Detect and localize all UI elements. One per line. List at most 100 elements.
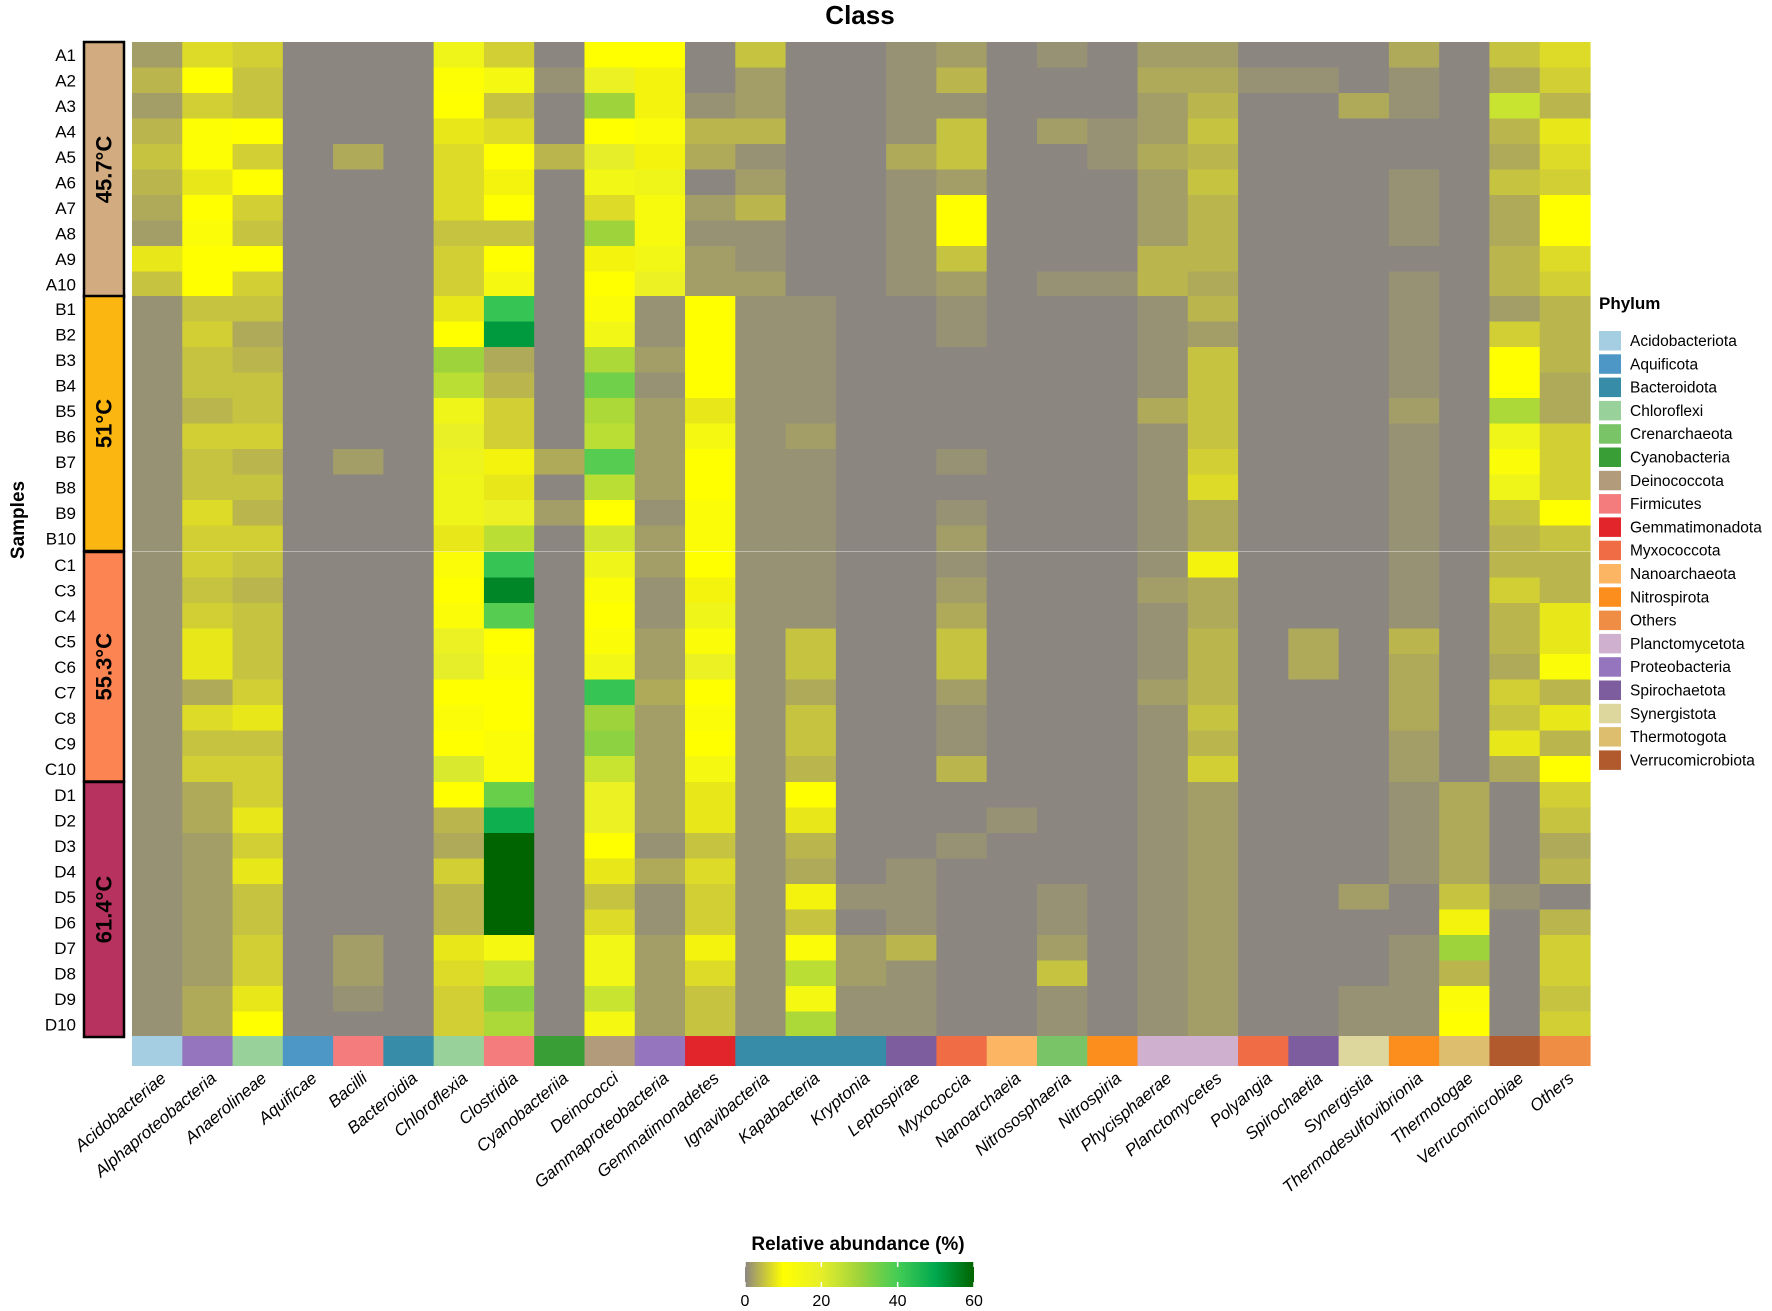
heatmap-cell [1489,935,1541,962]
heatmap-cell [886,909,938,936]
heatmap-cell [1137,833,1189,860]
heatmap-cell [182,986,234,1013]
heatmap-cell [232,296,284,323]
heatmap-cell [936,909,988,936]
heatmap-cell [1288,525,1340,552]
heatmap-cell [1238,1011,1289,1038]
heatmap-cell [383,347,435,374]
heatmap-cell [1439,730,1491,757]
heatmap-cell [584,118,636,145]
heatmap-cell [282,730,334,757]
heatmap-cell [936,321,988,348]
heatmap-cell [1539,144,1591,171]
heatmap-cell [433,628,485,655]
heatmap-cell [333,195,384,222]
heatmap-cell [986,423,1038,450]
heatmap-cell [1489,552,1541,579]
heatmap-cell [584,169,636,196]
heatmap-cell [483,986,535,1013]
heatmap-cell [986,730,1038,757]
heatmap-cell [1338,833,1390,860]
heatmap-cell [1288,449,1340,476]
heatmap-cell [1388,935,1440,962]
heatmap-cell [433,195,485,222]
heatmap-cell [383,909,435,936]
heatmap-cell [1439,93,1491,120]
heatmap-cell [584,474,636,501]
heatmap-cell [1036,525,1088,552]
heatmap-cell [735,654,787,681]
heatmap-cell [1539,220,1591,247]
heatmap-cell [182,858,234,885]
heatmap-cell [1036,577,1088,604]
heatmap-cell [483,93,535,120]
heatmap-cell [1439,423,1491,450]
heatmap-cell [1439,884,1491,911]
heatmap-cell [634,628,686,655]
heatmap-cell [483,423,535,450]
heatmap-cell [433,603,485,630]
legend-swatch [1599,657,1621,677]
row-label: A8 [55,224,76,243]
heatmap-cell [1439,67,1491,94]
heatmap-cell [182,807,234,834]
heatmap-cell [483,67,535,94]
row-label: D4 [54,862,76,881]
heatmap-cell [383,705,435,732]
heatmap-cell [785,858,837,885]
heatmap-cell [282,628,334,655]
heatmap-cell [584,705,636,732]
heatmap-cell [383,525,435,552]
heatmap-cell [1439,603,1491,630]
colorbar-tick-label: 60 [965,1293,983,1310]
heatmap-cell [282,42,334,69]
heatmap-cell [433,246,485,273]
heatmap-cell [483,321,535,348]
heatmap-cell [132,986,183,1013]
heatmap-cell [1137,525,1189,552]
heatmap-cell [483,296,535,323]
heatmap-cell [1388,195,1440,222]
heatmap-cell [1238,782,1289,809]
heatmap-cell [936,169,988,196]
heatmap-cell [534,321,586,348]
heatmap-cell [282,603,334,630]
heatmap-cell [1338,858,1390,885]
heatmap-cell [936,93,988,120]
heatmap-cell [1489,628,1541,655]
row-label: B10 [46,529,76,548]
heatmap-cell [785,679,837,706]
heatmap-cell [936,347,988,374]
heatmap-cell [986,858,1038,885]
heatmap-cell [433,654,485,681]
heatmap-cell [1489,220,1541,247]
heatmap-cell [1036,833,1088,860]
heatmap-cell [685,271,736,298]
heatmap-cell [1187,423,1239,450]
heatmap-cell [886,372,938,399]
heatmap-cell [936,449,988,476]
heatmap-cell [132,577,183,604]
legend-swatch [1599,517,1621,537]
heatmap-cell [1036,884,1088,911]
heatmap-cell [433,500,485,527]
heatmap-cell [534,782,586,809]
heatmap-cell [132,118,183,145]
heatmap-cell [735,960,787,987]
heatmap-cell [333,246,384,273]
heatmap-cell [986,169,1038,196]
heatmap-cell [1087,93,1139,120]
heatmap-cell [1036,296,1088,323]
heatmap-cell [1238,935,1289,962]
heatmap-cell [1439,833,1491,860]
row-label: D5 [54,888,76,907]
heatmap-cell [584,449,636,476]
heatmap-cell [282,756,334,783]
heatmap-cell [685,960,736,987]
heatmap-cell [1137,858,1189,885]
heatmap-cell [1137,552,1189,579]
heatmap-cell [383,118,435,145]
heatmap-cell [1137,118,1189,145]
heatmap-cell [1439,474,1491,501]
